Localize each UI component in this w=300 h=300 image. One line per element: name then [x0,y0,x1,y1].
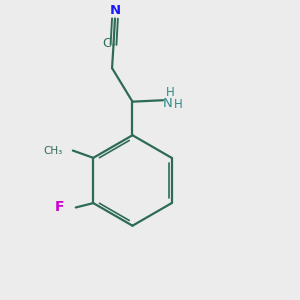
Text: CH₃: CH₃ [44,146,63,156]
Text: F: F [55,200,65,214]
Text: N: N [163,97,172,110]
Text: N: N [110,4,121,17]
Text: H: H [166,86,175,99]
Text: H: H [174,98,183,111]
Text: C: C [103,37,112,50]
